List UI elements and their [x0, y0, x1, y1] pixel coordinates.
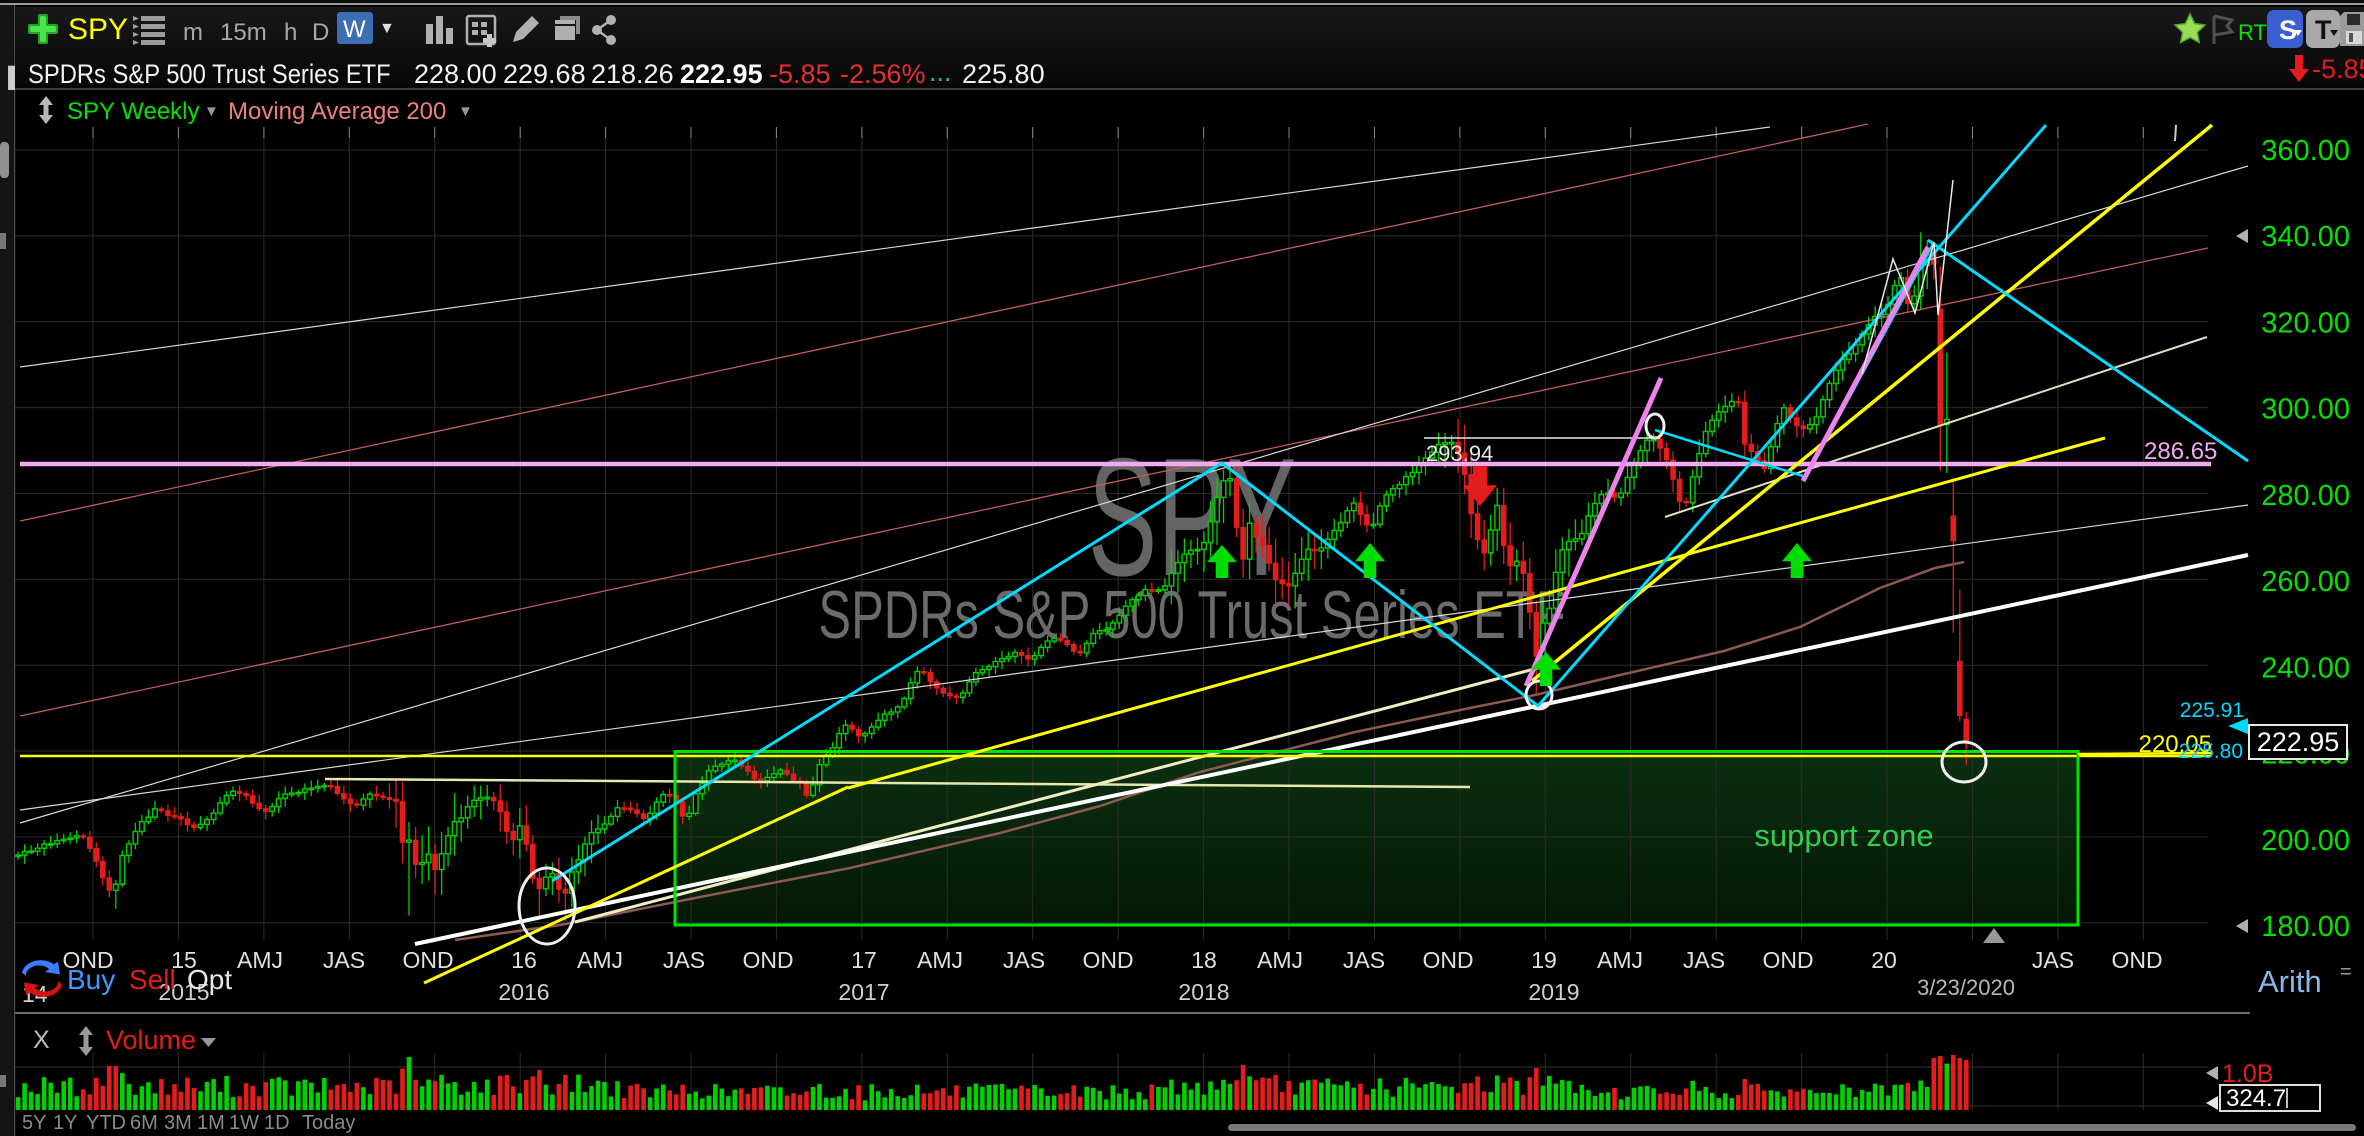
- svg-text:222.95: 222.95: [2257, 727, 2340, 757]
- svg-text:19: 19: [1531, 947, 1557, 973]
- svg-text:JAS: JAS: [663, 947, 705, 973]
- svg-text:AMJ: AMJ: [917, 947, 963, 973]
- svg-text:16: 16: [511, 947, 537, 973]
- svg-text:6M: 6M: [130, 1112, 158, 1134]
- svg-text:220.05: 220.05: [2139, 731, 2212, 758]
- svg-text:AMJ: AMJ: [237, 947, 283, 973]
- svg-text:300.00: 300.00: [2261, 394, 2350, 426]
- svg-text:293.94: 293.94: [1426, 441, 1493, 466]
- svg-text:support zone: support zone: [1754, 818, 1933, 853]
- svg-text:JAS: JAS: [2032, 947, 2074, 973]
- svg-text:-5.85(: -5.85(: [2312, 54, 2364, 84]
- svg-text:225.91: 225.91: [2180, 699, 2244, 722]
- svg-text:1W: 1W: [229, 1112, 259, 1134]
- svg-text:T: T: [2315, 15, 2332, 45]
- svg-text:180.00: 180.00: [2261, 911, 2350, 943]
- svg-text:S: S: [2279, 15, 2297, 45]
- svg-text:SPY: SPY: [1088, 422, 1296, 611]
- svg-text:AMJ: AMJ: [1257, 947, 1303, 973]
- svg-text:JAS: JAS: [1343, 947, 1385, 973]
- svg-text:OND: OND: [62, 947, 113, 973]
- svg-text:=: =: [2340, 961, 2352, 983]
- svg-text:1Y: 1Y: [53, 1112, 77, 1134]
- svg-text:Sell: Sell: [129, 964, 176, 995]
- svg-text:280.00: 280.00: [2261, 480, 2350, 512]
- svg-text:OND: OND: [1422, 947, 1473, 973]
- svg-text:2018: 2018: [1178, 979, 1229, 1005]
- svg-text:X: X: [33, 1026, 50, 1054]
- svg-text:YTD: YTD: [86, 1112, 126, 1134]
- svg-text:2017: 2017: [838, 979, 889, 1005]
- svg-text:OND: OND: [402, 947, 453, 973]
- svg-text:1.0B: 1.0B: [2222, 1060, 2273, 1088]
- svg-text:RT: RT: [2238, 20, 2267, 45]
- svg-text:Buy: Buy: [67, 964, 115, 995]
- svg-text:18: 18: [1191, 947, 1217, 973]
- svg-text:2016: 2016: [498, 979, 549, 1005]
- svg-text:OND: OND: [742, 947, 793, 973]
- svg-text:Opt: Opt: [187, 964, 232, 995]
- svg-text:▐: ▐: [1, 65, 16, 91]
- svg-text:1D: 1D: [264, 1112, 290, 1134]
- svg-text:AMJ: AMJ: [1597, 947, 1643, 973]
- svg-text:JAS: JAS: [1683, 947, 1725, 973]
- svg-text:20: 20: [1871, 947, 1897, 973]
- svg-text:225.80: 225.80: [2179, 740, 2243, 763]
- svg-text:OND: OND: [1762, 947, 1813, 973]
- svg-text:JAS: JAS: [323, 947, 365, 973]
- svg-text:OND: OND: [1082, 947, 1133, 973]
- svg-text:Arith: Arith: [2258, 964, 2322, 999]
- svg-text:2015: 2015: [158, 979, 209, 1005]
- svg-text:JAS: JAS: [1003, 947, 1045, 973]
- svg-text:260.00: 260.00: [2261, 566, 2350, 598]
- svg-text:200.00: 200.00: [2261, 825, 2350, 857]
- svg-text:240.00: 240.00: [2261, 652, 2350, 684]
- svg-text:3/23/2020: 3/23/2020: [1917, 975, 2015, 1000]
- svg-text:5Y: 5Y: [22, 1112, 46, 1134]
- svg-text:2019: 2019: [1528, 979, 1579, 1005]
- svg-text:AMJ: AMJ: [577, 947, 623, 973]
- svg-text:286.65: 286.65: [2144, 438, 2217, 465]
- svg-text:1M: 1M: [197, 1112, 225, 1134]
- svg-text:3M: 3M: [164, 1112, 192, 1134]
- svg-text:Volume: Volume: [106, 1025, 196, 1055]
- svg-text:324.7: 324.7: [2226, 1085, 2286, 1112]
- svg-text:360.00: 360.00: [2261, 135, 2350, 167]
- svg-text:320.00: 320.00: [2261, 307, 2350, 339]
- svg-text:17: 17: [851, 947, 877, 973]
- svg-text:Today: Today: [302, 1112, 355, 1134]
- svg-text:15: 15: [171, 947, 197, 973]
- svg-text:OND: OND: [2111, 947, 2162, 973]
- svg-text:SPDRs S&P 500 Trust Series ETF: SPDRs S&P 500 Trust Series ETF: [818, 576, 1565, 653]
- svg-text:340.00: 340.00: [2261, 221, 2350, 253]
